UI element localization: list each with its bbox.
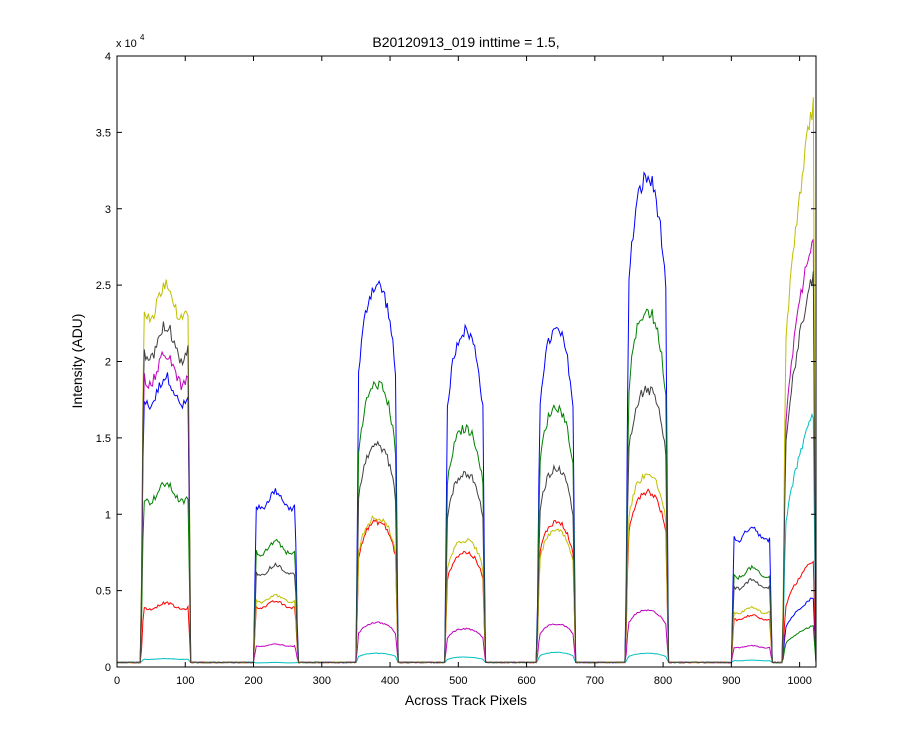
y-tick-label: 3 (105, 204, 111, 216)
y-tick-label: 0.5 (96, 586, 111, 598)
y-axis-label: Intensity (ADU) (69, 314, 85, 409)
x-tick-label: 100 (176, 675, 194, 687)
x-tick-label: 300 (313, 675, 331, 687)
x-tick-label: 400 (381, 675, 399, 687)
x-axis-label: Across Track Pixels (405, 692, 527, 708)
y-tick-label: 0 (105, 662, 111, 674)
x-tick-label: 200 (244, 675, 262, 687)
series-layer (116, 97, 817, 664)
series-line (116, 271, 817, 664)
y-tick-label: 1 (105, 509, 111, 521)
y-exponent-base: x 10 (116, 38, 137, 50)
y-tick-label: 1.5 (96, 433, 111, 445)
y-tick-label: 2 (105, 357, 111, 369)
x-tick-label: 0 (114, 675, 120, 687)
tick-layer: 0 100 200 300 400 500 600 700 800 900 1000 0 0.5 1 1.5… (96, 51, 816, 687)
x-tick-label: 600 (517, 675, 535, 687)
x-tick-label: 800 (654, 675, 672, 687)
x-tick-label: 1000 (787, 675, 811, 687)
x-tick-label: 700 (586, 675, 604, 687)
y-exponent-superscript: 4 (140, 33, 145, 42)
y-tick-label: 2.5 (96, 280, 111, 292)
y-tick-label: 3.5 (96, 127, 111, 139)
y-tick-label: 4 (105, 51, 111, 63)
plot-area (117, 56, 816, 667)
x-tick-label: 900 (722, 675, 740, 687)
x-tick-label: 500 (449, 675, 467, 687)
chart-title: B20120913_019 inttime = 1.5, (372, 34, 559, 50)
